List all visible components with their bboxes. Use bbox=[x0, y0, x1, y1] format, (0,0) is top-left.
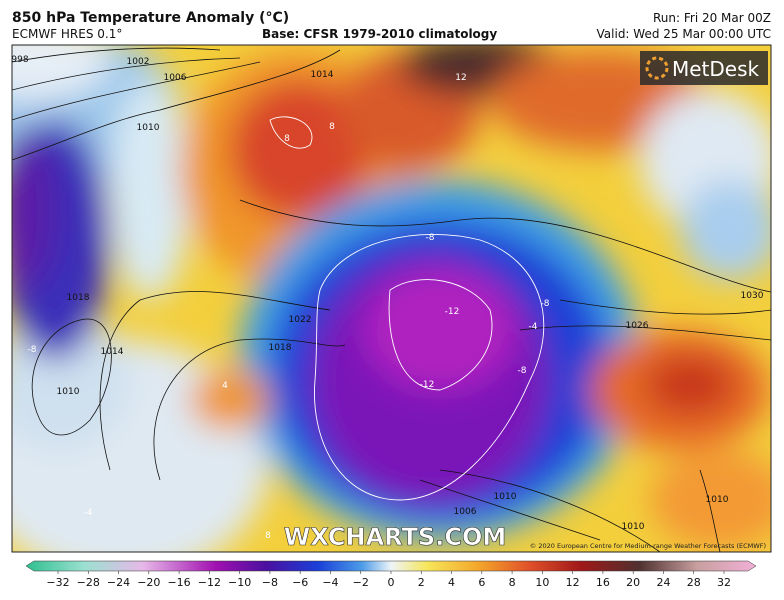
colorbar-label: 24 bbox=[656, 576, 670, 589]
colorbar-label: 8 bbox=[509, 576, 516, 589]
colorbar-label: −28 bbox=[77, 576, 100, 589]
anomaly-label: -8 bbox=[518, 366, 527, 376]
colorbar-labels: −32 −28 −24 −20 −16 −12 −10 −8 −6 −4 −2 0 2 4 6 8 10 12 16… bbox=[46, 571, 731, 589]
base: Base: CFSR 1979-2010 climatology bbox=[262, 27, 497, 41]
title: 850 hPa Temperature Anomaly (°C) bbox=[12, 10, 289, 26]
colorbar-label: 0 bbox=[388, 576, 395, 589]
isobar-label: 1010 bbox=[494, 492, 517, 502]
logo-box bbox=[640, 51, 768, 85]
copyright: © 2020 European Centre for Medium-range … bbox=[530, 542, 766, 550]
isobar-label: 1014 bbox=[101, 347, 124, 357]
model: ECMWF HRES 0.1° bbox=[12, 27, 122, 41]
anomaly-label: -12 bbox=[445, 307, 460, 317]
anomaly-label: 8 bbox=[265, 531, 271, 541]
logo-icon bbox=[645, 56, 669, 80]
anomaly-label: -4 bbox=[529, 322, 538, 332]
map-frame bbox=[11, 44, 772, 553]
anomaly-labels: 12 8 8 -8 -12 -12 -8 -8 -4 -8 4 -4 8 bbox=[28, 73, 550, 541]
colorbar-label: −6 bbox=[292, 576, 308, 589]
isobar-label: 1030 bbox=[741, 291, 764, 301]
anomaly-label: -12 bbox=[420, 380, 435, 390]
valid: Valid: Wed 25 Mar 00:00 UTC bbox=[597, 27, 771, 41]
isobar-label: 1014 bbox=[311, 70, 334, 80]
watermark: WXCHARTS.COM bbox=[284, 523, 506, 551]
isobar-label: 1006 bbox=[164, 73, 187, 83]
run: Run: Fri 20 Mar 00Z bbox=[653, 11, 771, 25]
colorbar-label: 28 bbox=[687, 576, 701, 589]
colorbar-bar bbox=[25, 560, 757, 572]
colorbar-label: 6 bbox=[478, 576, 485, 589]
isobar-label: 1018 bbox=[67, 293, 90, 303]
colorbar-label: −10 bbox=[228, 576, 251, 589]
colorbar-label: 10 bbox=[535, 576, 549, 589]
anomaly-label: 8 bbox=[284, 134, 290, 144]
anomaly-contours bbox=[269, 116, 545, 501]
isobar-label: 1010 bbox=[622, 522, 645, 532]
isobar-label: 998 bbox=[11, 55, 28, 65]
anomaly-label: -4 bbox=[84, 508, 93, 518]
colorbar-label: 16 bbox=[596, 576, 610, 589]
anomaly-label: -8 bbox=[541, 299, 550, 309]
map: 998 1002100610101014101810221018101410101… bbox=[11, 45, 771, 552]
colorbar-label: 4 bbox=[448, 576, 455, 589]
isobar-label: 1026 bbox=[626, 321, 649, 331]
anomaly-label: 4 bbox=[222, 381, 228, 391]
isobars bbox=[12, 47, 771, 552]
colorbar-label: −20 bbox=[137, 576, 160, 589]
colorbar-label: −16 bbox=[167, 576, 190, 589]
colorbar: −32 −28 −24 −20 −16 −12 −10 −8 −6 −4 −2 0 2 4 6 8 10 12 16… bbox=[25, 560, 757, 589]
anomaly-label: 8 bbox=[329, 122, 335, 132]
anomaly-label: -8 bbox=[426, 233, 435, 243]
isobar-label: 1006 bbox=[454, 507, 477, 517]
colorbar-label: −2 bbox=[353, 576, 369, 589]
isobar-label: 1002 bbox=[127, 57, 150, 67]
colorbar-label: −4 bbox=[322, 576, 338, 589]
isobar-label: 1010 bbox=[706, 495, 729, 505]
anomaly-label: -8 bbox=[28, 345, 37, 355]
colorbar-label: −12 bbox=[198, 576, 221, 589]
colorbar-label: −24 bbox=[107, 576, 130, 589]
isobar-label: 1018 bbox=[269, 343, 292, 353]
anomaly-label: 12 bbox=[455, 73, 466, 83]
colorbar-label: −8 bbox=[262, 576, 278, 589]
colorbar-label: −32 bbox=[46, 576, 69, 589]
isobar-label: 1010 bbox=[137, 123, 160, 133]
colorbar-label: 12 bbox=[566, 576, 580, 589]
isobar-labels: 998 1002 1006 1010 1014 1018 1022 1018 1014 1010 1… bbox=[11, 55, 764, 532]
isobar-label: 1010 bbox=[57, 387, 80, 397]
colorbar-label: 32 bbox=[717, 576, 731, 589]
colorbar-label: 20 bbox=[626, 576, 640, 589]
isobar-label: 1022 bbox=[289, 315, 312, 325]
logo: MetDesk bbox=[672, 57, 760, 81]
colorbar-label: 2 bbox=[418, 576, 425, 589]
